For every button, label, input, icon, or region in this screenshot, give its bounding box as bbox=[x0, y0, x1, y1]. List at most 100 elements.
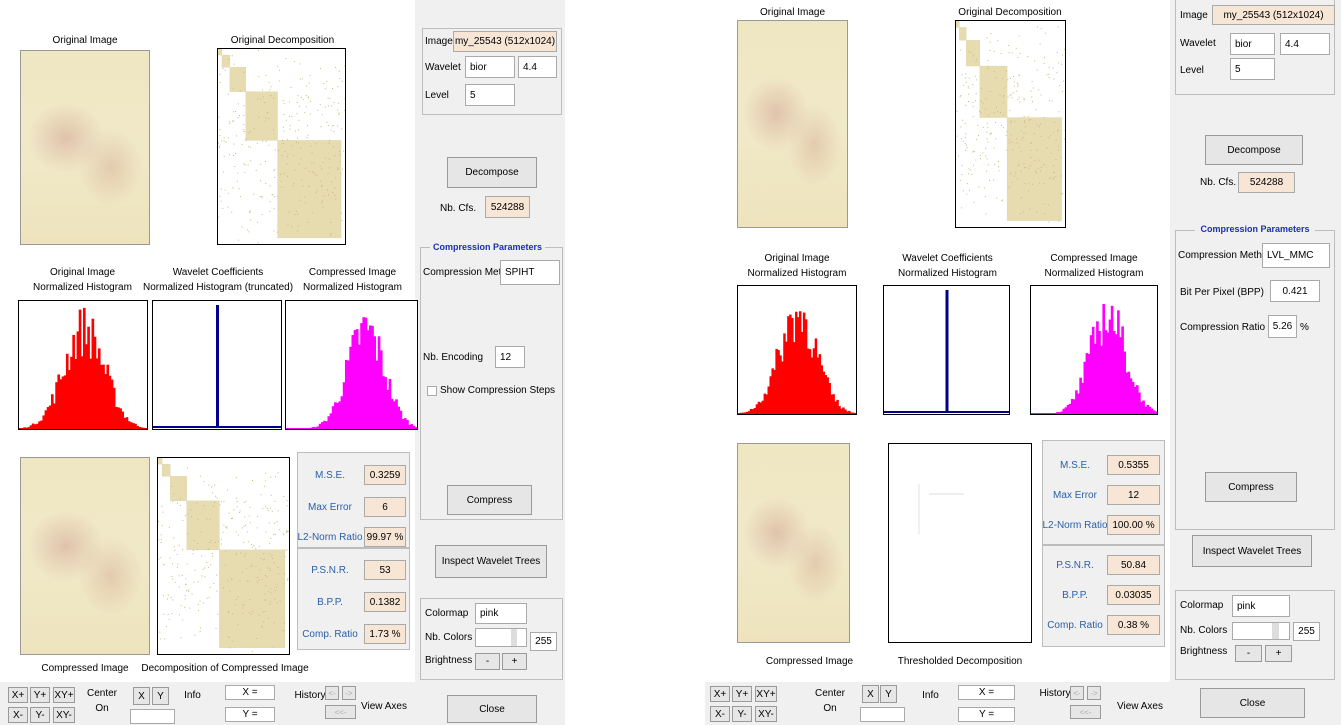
zoom-button[interactable]: XY+ bbox=[755, 686, 777, 702]
block bbox=[1010, 122, 1011, 123]
brightness-plus[interactable]: + bbox=[1265, 645, 1292, 662]
block bbox=[243, 542, 244, 543]
block bbox=[977, 125, 978, 126]
level-select[interactable]: 5 bbox=[1230, 58, 1275, 80]
level-select[interactable]: 5 bbox=[465, 84, 515, 106]
block bbox=[203, 569, 204, 570]
zoom-button[interactable]: Y- bbox=[30, 707, 50, 723]
colormap-select[interactable]: pink bbox=[475, 603, 527, 624]
history-button[interactable]: -> bbox=[1087, 686, 1101, 700]
block bbox=[968, 86, 969, 87]
block bbox=[217, 497, 218, 498]
block bbox=[965, 143, 966, 144]
axis-button[interactable]: X bbox=[133, 687, 150, 705]
block bbox=[959, 27, 966, 40]
stat-label: Max Error bbox=[1044, 485, 1106, 505]
compress-button[interactable]: Compress bbox=[447, 485, 532, 515]
history-button[interactable]: <- bbox=[1070, 686, 1084, 700]
decompose-button[interactable]: Decompose bbox=[447, 157, 537, 188]
frame-title: Compression Parameters bbox=[430, 241, 545, 253]
block bbox=[331, 105, 332, 106]
decompose-button[interactable]: Decompose bbox=[1205, 135, 1303, 165]
block bbox=[237, 624, 238, 625]
brightness-minus[interactable]: - bbox=[1235, 645, 1262, 662]
stat-value: 0.1382 bbox=[364, 592, 406, 612]
block bbox=[158, 521, 159, 522]
colors-slider[interactable] bbox=[1232, 622, 1290, 640]
brightness-plus[interactable]: + bbox=[502, 653, 527, 670]
wavelet-select[interactable]: bior bbox=[465, 56, 515, 78]
block bbox=[171, 597, 172, 598]
stat-value: 12 bbox=[1107, 485, 1160, 505]
label: Brightness bbox=[425, 652, 475, 668]
block bbox=[1034, 133, 1035, 134]
method-select[interactable]: SPIHT bbox=[500, 260, 560, 285]
frame-title: Compression Parameters bbox=[1195, 223, 1315, 235]
parameter-input[interactable]: 12 bbox=[495, 346, 525, 368]
axis-button[interactable]: Y bbox=[152, 687, 169, 705]
block bbox=[252, 651, 253, 652]
block bbox=[200, 628, 201, 629]
block bbox=[294, 214, 295, 215]
block bbox=[193, 553, 194, 554]
block bbox=[1050, 135, 1051, 136]
zoom-button[interactable]: X+ bbox=[8, 687, 28, 703]
block bbox=[186, 584, 187, 585]
zoom-button[interactable]: XY+ bbox=[53, 687, 75, 703]
zoom-button[interactable]: Y+ bbox=[732, 686, 752, 702]
block bbox=[1021, 131, 1022, 132]
block bbox=[189, 608, 190, 609]
history-button[interactable]: <<- bbox=[325, 705, 356, 719]
history-button[interactable]: <- bbox=[325, 686, 339, 700]
zoom-button[interactable]: XY- bbox=[755, 706, 777, 722]
zoom-button[interactable]: X- bbox=[8, 707, 28, 723]
block bbox=[265, 593, 266, 594]
block bbox=[322, 114, 323, 115]
block bbox=[268, 510, 269, 511]
view-axes-button[interactable]: View Axes bbox=[358, 697, 410, 715]
block bbox=[218, 142, 219, 143]
axis-button[interactable]: X bbox=[862, 685, 879, 703]
zoom-button[interactable]: XY- bbox=[53, 707, 75, 723]
checkbox[interactable] bbox=[427, 386, 437, 396]
history-button[interactable]: <<- bbox=[1070, 705, 1101, 719]
view-axes-button[interactable]: View Axes bbox=[1112, 697, 1168, 715]
block bbox=[1035, 171, 1036, 172]
parameter-input[interactable]: 0.421 bbox=[1270, 280, 1320, 302]
zoom-button[interactable]: Y+ bbox=[30, 687, 50, 703]
zoom-button[interactable]: Y- bbox=[732, 706, 752, 722]
close-button[interactable]: Close bbox=[447, 695, 537, 723]
colors-slider[interactable] bbox=[475, 628, 527, 647]
block bbox=[1053, 177, 1054, 178]
wavelet-order-select[interactable]: 4.4 bbox=[518, 56, 557, 78]
block bbox=[163, 595, 164, 596]
block bbox=[246, 138, 247, 139]
block bbox=[1024, 120, 1025, 121]
method-select[interactable]: LVL_MMC bbox=[1262, 243, 1330, 268]
compress-button[interactable]: Compress bbox=[1205, 472, 1297, 502]
block bbox=[1012, 149, 1013, 150]
block bbox=[288, 224, 289, 225]
zoom-button[interactable]: X+ bbox=[710, 686, 730, 702]
inspect-button[interactable]: Inspect Wavelet Trees bbox=[435, 545, 547, 578]
block bbox=[1014, 81, 1015, 82]
block bbox=[985, 98, 986, 99]
wavelet-select[interactable]: bior bbox=[1230, 33, 1275, 55]
brightness-minus[interactable]: - bbox=[475, 653, 500, 670]
close-button[interactable]: Close bbox=[1200, 688, 1305, 718]
history-button[interactable]: -> bbox=[342, 686, 356, 700]
block bbox=[213, 583, 214, 584]
parameter-input[interactable]: 5.26 bbox=[1268, 315, 1297, 338]
axis-button[interactable]: Y bbox=[880, 685, 897, 703]
block bbox=[265, 506, 266, 507]
inspect-button[interactable]: Inspect Wavelet Trees bbox=[1192, 535, 1312, 567]
zoom-button[interactable]: X- bbox=[710, 706, 730, 722]
wavelet-order-select[interactable]: 4.4 bbox=[1280, 33, 1330, 55]
block bbox=[332, 88, 333, 89]
block bbox=[1018, 84, 1019, 85]
block bbox=[208, 567, 209, 568]
colormap-select[interactable]: pink bbox=[1232, 595, 1290, 617]
block bbox=[1006, 150, 1007, 151]
block bbox=[238, 596, 239, 597]
block bbox=[334, 155, 335, 156]
